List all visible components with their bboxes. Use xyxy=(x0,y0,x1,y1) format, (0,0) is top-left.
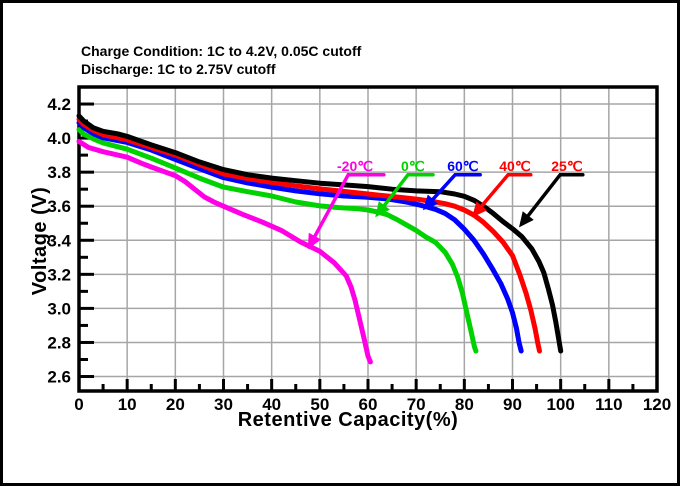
y-tick-label: 3.0 xyxy=(47,299,71,318)
x-tick-label: 20 xyxy=(166,395,185,414)
series-arrow-60c xyxy=(431,172,482,201)
x-tick-label: 110 xyxy=(595,395,622,414)
plot-border xyxy=(77,85,659,393)
series-arrowhead-25c xyxy=(519,211,534,228)
series-arrowhead-minus20c xyxy=(307,232,322,250)
x-tick-label: 50 xyxy=(310,395,329,414)
series-curve-minus20c xyxy=(76,139,373,365)
x-tick-label: 10 xyxy=(118,395,137,414)
series-arrow-40c xyxy=(479,172,533,208)
x-tick-label: 120 xyxy=(643,395,671,414)
y-tick-label: 3.8 xyxy=(47,163,71,182)
y-tick-label: 3.2 xyxy=(47,265,71,284)
series-label-0c: 0℃ xyxy=(401,158,425,174)
y-tick-label: 3.6 xyxy=(47,197,71,216)
x-tick-label: 60 xyxy=(359,395,378,414)
series-label-40c: 40℃ xyxy=(499,158,531,174)
series-arrowhead-60c xyxy=(422,194,439,211)
x-tick-label: 30 xyxy=(214,395,233,414)
chart-title: Charge Condition: 1C to 4.2V, 0.05C cuto… xyxy=(81,42,361,78)
x-tick-label: 80 xyxy=(455,395,474,414)
series-arrow-minus20c xyxy=(313,172,386,238)
series-label-60c: 60℃ xyxy=(447,158,479,174)
x-tick-label: 70 xyxy=(407,395,426,414)
series-arrowhead-40c xyxy=(472,201,488,218)
x-tick-label: 90 xyxy=(503,395,522,414)
x-axis-title: Retentive Capacity(%) xyxy=(237,409,459,431)
plot-svg: 0 10 20 30 40 50 60 70 80 90 100 110 120 2.6 2.8 3.0 3.2… xyxy=(47,85,671,414)
x-tick-label: 0 xyxy=(74,395,83,414)
x-tick-label: 40 xyxy=(262,395,281,414)
y-tick-label: 3.4 xyxy=(47,231,71,250)
title-line-1: Charge Condition: 1C to 4.2V, 0.05C cuto… xyxy=(81,43,362,59)
y-tick-label: 4.2 xyxy=(47,95,71,114)
y-tick-label: 4.0 xyxy=(47,129,71,148)
series-label-25c: 25℃ xyxy=(551,158,583,174)
series-label-minus20c: -20℃ xyxy=(337,158,373,174)
y-tick-label: 2.6 xyxy=(47,368,71,387)
series-arrow-25c xyxy=(526,172,585,218)
title-line-2: Discharge: 1C to 2.75V cutoff xyxy=(81,61,276,77)
series-curve-25c xyxy=(76,113,564,354)
series-arrow-0c xyxy=(382,172,435,208)
y-tick-label: 2.8 xyxy=(47,333,71,352)
series-arrowhead-0c xyxy=(375,201,390,218)
x-tick-label: 100 xyxy=(546,395,574,414)
series-curve-0c xyxy=(76,127,479,354)
series-curve-60c xyxy=(76,120,524,354)
